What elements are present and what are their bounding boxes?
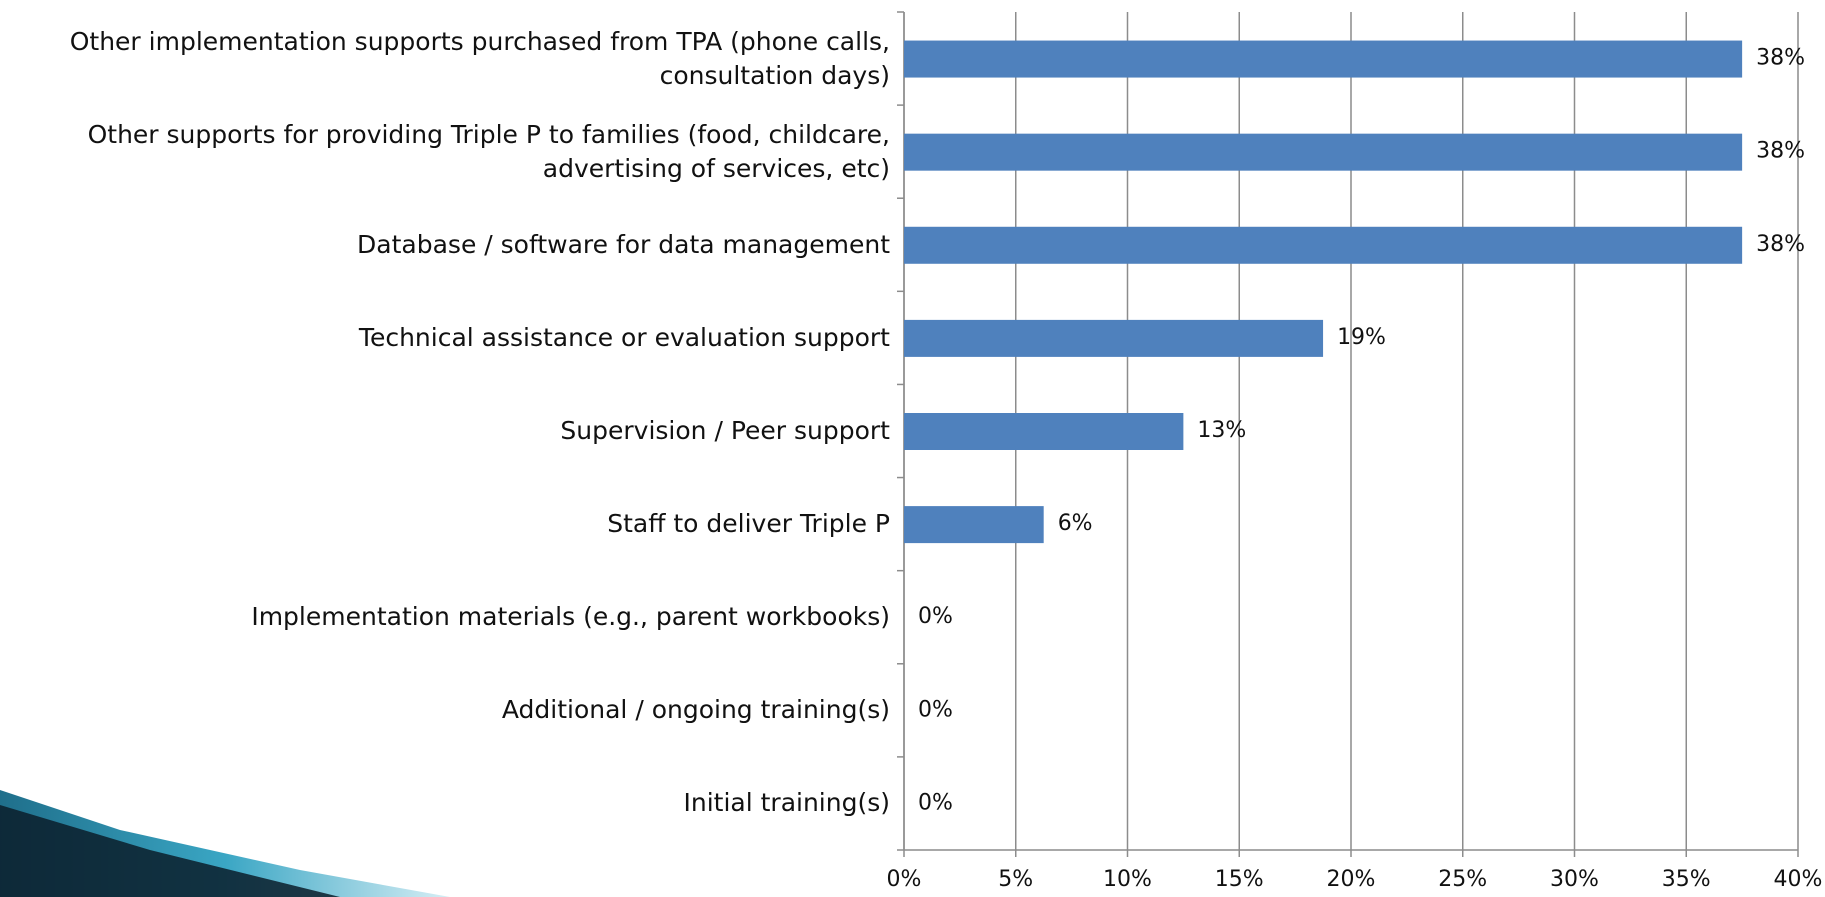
x-tick-label: 10% bbox=[1103, 867, 1152, 892]
value-label: 6% bbox=[1058, 511, 1093, 536]
x-tick-label: 40% bbox=[1774, 867, 1823, 892]
bar bbox=[904, 133, 1743, 171]
category-label: Other implementation supports purchased … bbox=[69, 26, 890, 90]
value-label: 0% bbox=[918, 697, 953, 722]
bar bbox=[904, 319, 1324, 357]
x-tick-label: 0% bbox=[887, 867, 922, 892]
category-label: Supervision / Peer support bbox=[560, 416, 890, 445]
x-tick-label: 30% bbox=[1550, 867, 1599, 892]
category-label: Additional / ongoing training(s) bbox=[501, 695, 890, 725]
value-label: 38% bbox=[1756, 232, 1805, 257]
value-label: 13% bbox=[1197, 418, 1246, 443]
bar bbox=[904, 40, 1743, 78]
category-label: Database / software for data management bbox=[357, 229, 890, 259]
category-label: Implementation materials (e.g., parent w… bbox=[251, 602, 890, 632]
value-label: 0% bbox=[918, 604, 953, 629]
value-label: 0% bbox=[918, 790, 953, 815]
category-label: Staff to deliver Triple P bbox=[607, 509, 890, 539]
x-tick-label: 20% bbox=[1327, 867, 1376, 892]
category-label: Other supports for providing Triple P to… bbox=[87, 119, 890, 183]
value-label: 38% bbox=[1756, 139, 1805, 164]
bar bbox=[904, 413, 1184, 450]
x-tick-label: 5% bbox=[998, 867, 1033, 892]
bar bbox=[904, 506, 1044, 544]
value-label: 19% bbox=[1337, 325, 1386, 350]
category-label: Technical assistance or evaluation suppo… bbox=[358, 322, 890, 352]
x-tick-label: 35% bbox=[1662, 867, 1711, 892]
x-tick-label: 25% bbox=[1438, 867, 1487, 892]
category-label: Initial training(s) bbox=[683, 788, 890, 818]
x-tick-label: 15% bbox=[1215, 867, 1264, 892]
value-label: 38% bbox=[1756, 46, 1805, 71]
decor-swoosh-dark bbox=[0, 805, 340, 897]
bar bbox=[904, 226, 1743, 264]
